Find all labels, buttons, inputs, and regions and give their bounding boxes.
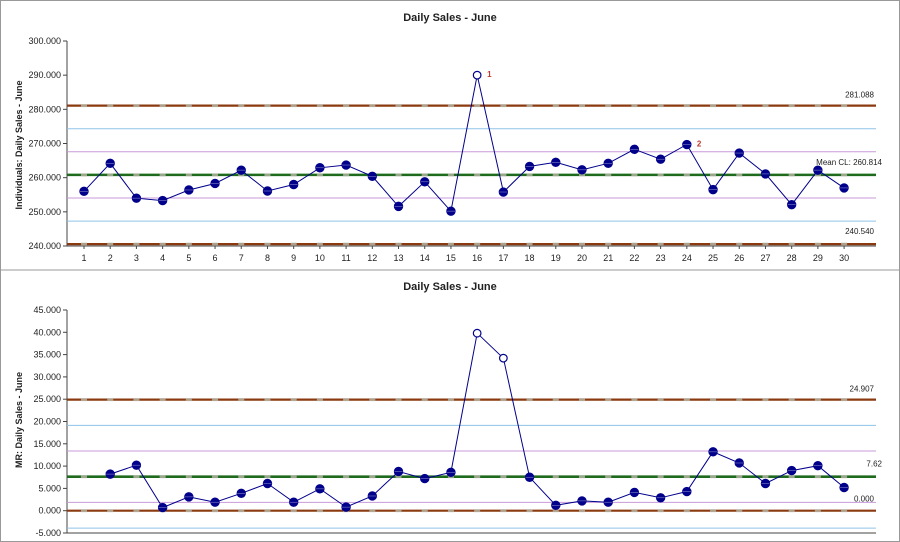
y-tick-label: 290.000 [28,70,61,80]
y-tick-label: 35.000 [33,350,61,360]
y-tick-label: 300.000 [28,36,61,46]
x-tick-label: 19 [551,253,561,263]
lcl-label: 240.540 [845,227,874,236]
ucl-label: 24.907 [850,385,875,394]
x-tick-label: 16 [472,253,482,263]
y-tick-label: 10.000 [33,461,61,471]
y-tick-label: 240.000 [28,241,61,251]
x-tick-label: 17 [498,253,508,263]
x-tick-label: 25 [708,253,718,263]
x-tick-label: 29 [813,253,823,263]
x-tick-label: 5 [186,253,191,263]
y-tick-label: 20.000 [33,417,61,427]
x-tick-label: 15 [446,253,456,263]
data-point [498,353,508,363]
x-tick-label: 12 [367,253,377,263]
x-tick-label: 4 [160,253,165,263]
y-tick-label: 0.000 [38,506,61,516]
moving-range-chart: -5.000 0.000 5.000 10.000 15.000 20.000 25.000… [33,305,882,538]
y-tick-label: 40.000 [33,327,61,337]
x-tick-label: 18 [525,253,535,263]
x-tick-label: 7 [239,253,244,263]
y-tick-label: 250.000 [28,207,61,217]
x-tick-label: 21 [603,253,613,263]
x-tick-label: 26 [734,253,744,263]
center-line-label: Mean CL: 260.814 [816,158,882,167]
y-tick-label: 45.000 [33,305,61,315]
lcl-label: 0.000 [854,495,875,504]
x-tick-label: 1 [81,253,86,263]
y-tick-label: 30.000 [33,372,61,382]
y-tick-label: 5.000 [38,483,61,493]
data-point [472,70,482,80]
series-line [110,332,845,509]
y-tick-label: 280.000 [28,104,61,114]
x-tick-label: 9 [291,253,296,263]
individuals-chart-title: Daily Sales - June [403,12,497,24]
center-line-label: 7.62 [866,460,882,469]
x-tick-label: 14 [420,253,430,263]
x-tick-label: 20 [577,253,587,263]
y-tick-label: -5.000 [35,528,61,538]
y-tick-label: 260.000 [28,173,61,183]
x-tick-label: 8 [265,253,270,263]
y-tick-label: 25.000 [33,394,61,404]
violation-label: 1 [487,70,492,79]
x-tick-label: 27 [760,253,770,263]
series-line [83,75,845,213]
individuals-y-axis-label: Individuals: Daily Sales - June [14,80,24,209]
x-tick-label: 11 [341,253,350,263]
x-tick-label: 23 [656,253,666,263]
x-tick-label: 22 [629,253,639,263]
ucl-label: 281.088 [845,91,874,100]
mr-y-axis-label: MR: Daily Sales - June [14,372,24,468]
data-point [472,328,482,338]
x-tick-label: 13 [394,253,404,263]
x-tick-label: 3 [134,253,139,263]
x-tick-label: 6 [213,253,218,263]
x-tick-label: 2 [108,253,113,263]
x-tick-label: 28 [787,253,797,263]
x-tick-label: 30 [839,253,849,263]
y-tick-label: 270.000 [28,139,61,149]
individuals-chart: 240.000 250.000 260.000 270.000 280.000 290.0… [28,36,882,263]
violation-label: 2 [697,140,702,149]
y-tick-label: 15.000 [33,439,61,449]
x-tick-label: 10 [315,253,325,263]
x-tick-label: 24 [682,253,692,263]
mr-chart-title: Daily Sales - June [403,281,497,293]
